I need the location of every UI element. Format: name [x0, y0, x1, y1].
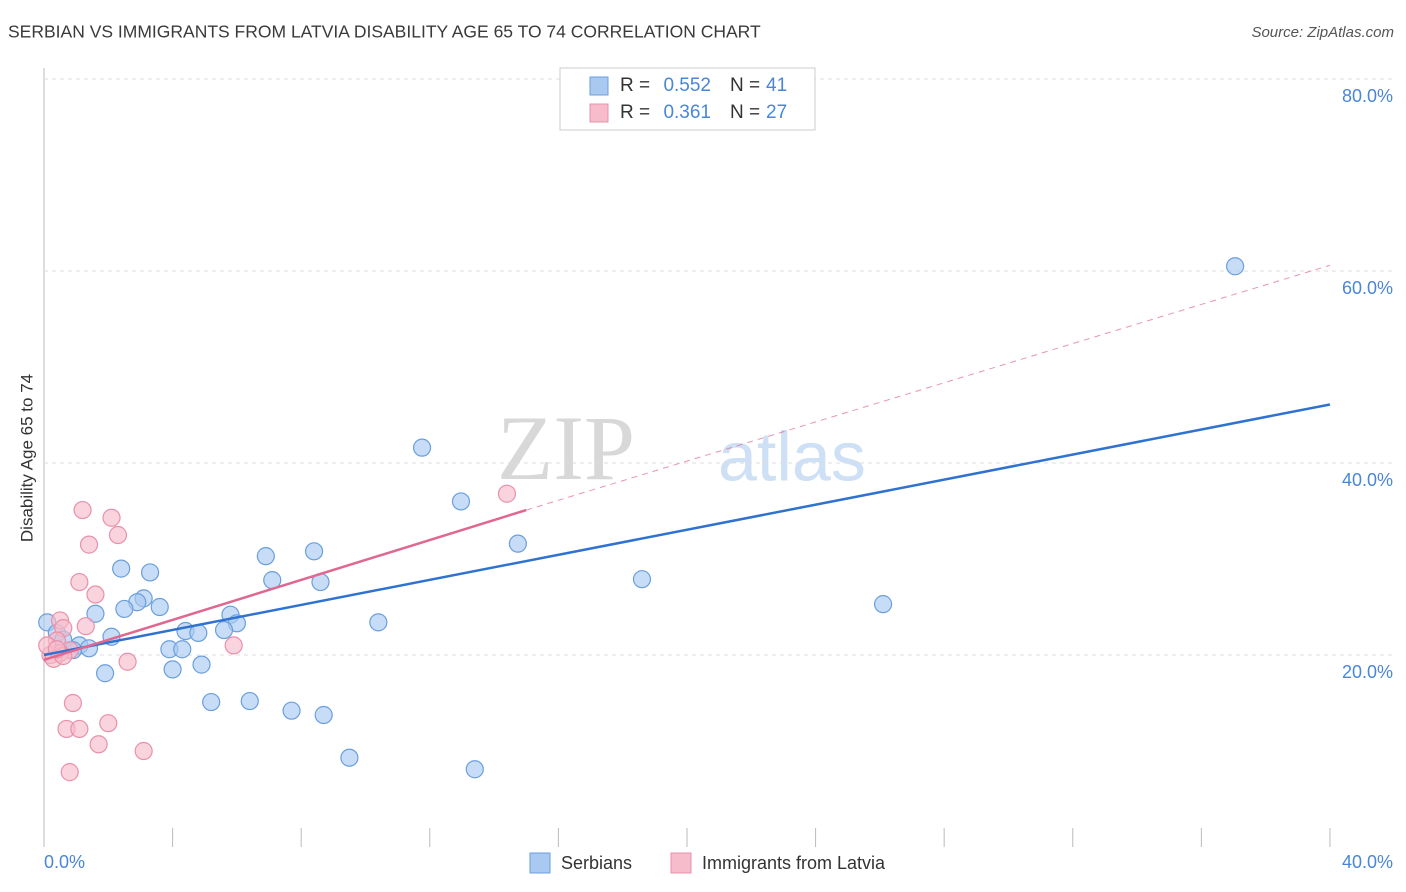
- point: [95, 664, 115, 683]
- legend-r-label: R =: [620, 102, 650, 123]
- y-tick-label: 60.0%: [1342, 278, 1393, 298]
- point: [632, 570, 652, 589]
- point: [240, 691, 259, 711]
- plot-area: 20.0% 40.0% 60.0% 80.0% 0.0% 40.0%: [38, 78, 1393, 872]
- point: [73, 500, 92, 520]
- point: [89, 735, 108, 754]
- point: [508, 534, 527, 553]
- point: [115, 599, 134, 619]
- legend-swatch: [670, 852, 692, 874]
- point: [340, 748, 359, 767]
- trend-line-extension: [526, 264, 1331, 511]
- legend-label: Immigrants from Latvia: [702, 853, 886, 873]
- point: [112, 559, 131, 578]
- point: [70, 719, 89, 739]
- point: [192, 655, 211, 674]
- y-tick-label: 40.0%: [1342, 470, 1393, 490]
- point: [1226, 257, 1245, 276]
- legend-r-value: 0.552: [663, 75, 711, 96]
- y-axis-label: Disability Age 65 to 74: [17, 374, 36, 542]
- point: [76, 617, 95, 636]
- legend-n-value: 41: [766, 75, 787, 96]
- legend-swatch: [589, 103, 609, 123]
- legend: R = 0.552 N = 41 R = 0.361 N = 27 Serbians Immigr…: [529, 75, 886, 874]
- point: [282, 701, 301, 720]
- point: [214, 620, 234, 640]
- y-tick-label: 20.0%: [1342, 662, 1393, 682]
- point: [150, 597, 169, 617]
- chart-title: SERBIAN VS IMMIGRANTS FROM LATVIA DISABI…: [8, 22, 761, 42]
- x-tick-label: 40.0%: [1342, 852, 1393, 872]
- point: [102, 508, 121, 527]
- point: [86, 604, 105, 623]
- point: [163, 660, 182, 679]
- watermark: ZIP: [497, 397, 635, 499]
- point: [873, 595, 893, 614]
- legend-n-label: N =: [730, 102, 760, 123]
- point: [70, 572, 89, 592]
- point: [108, 525, 128, 545]
- point: [99, 714, 118, 733]
- legend-swatch: [589, 76, 609, 96]
- point: [465, 760, 484, 779]
- point: [497, 484, 517, 503]
- x-tick-label: 0.0%: [44, 852, 85, 872]
- point: [140, 563, 160, 582]
- point: [451, 492, 471, 511]
- watermark: atlas: [718, 417, 866, 495]
- point: [134, 741, 153, 761]
- point: [412, 438, 432, 457]
- point: [369, 613, 388, 632]
- legend-n-label: N =: [730, 75, 760, 96]
- point: [224, 636, 243, 655]
- legend-n-value: 27: [766, 102, 787, 123]
- point: [202, 692, 221, 712]
- point: [314, 705, 333, 725]
- trend-line: [43, 508, 527, 662]
- point: [304, 542, 324, 561]
- legend-r-value: 0.361: [663, 102, 711, 123]
- legend-swatch: [529, 852, 551, 874]
- point: [118, 652, 137, 671]
- legend-r-label: R =: [620, 75, 650, 96]
- y-tick-label: 80.0%: [1342, 86, 1393, 106]
- legend-label: Serbians: [561, 853, 632, 873]
- point: [86, 585, 105, 604]
- point: [60, 763, 79, 782]
- point: [79, 535, 99, 554]
- source: Source: ZipAtlas.com: [1251, 24, 1394, 41]
- trend-line: [43, 403, 1331, 657]
- point: [63, 693, 83, 713]
- point: [173, 640, 192, 659]
- point: [256, 547, 275, 566]
